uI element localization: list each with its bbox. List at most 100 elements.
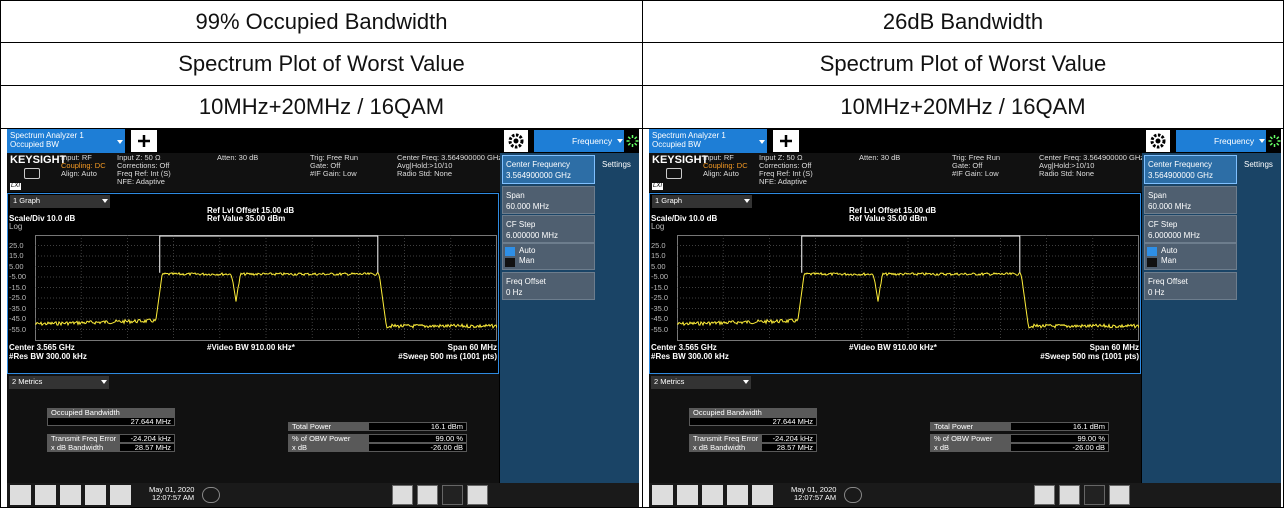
arrow [617, 139, 623, 143]
auto-indicator [505, 247, 515, 256]
toolbar-button[interactable] [417, 485, 438, 505]
metrics-selector[interactable]: 2 Metrics [651, 376, 751, 389]
toolbar-button[interactable] [60, 485, 81, 505]
graph-selector[interactable]: 1 Graph [652, 195, 752, 208]
metric-value: -24.204 kHz [119, 434, 175, 443]
settings-tab[interactable]: Settings [1239, 155, 1281, 177]
keyboard-button [844, 487, 862, 503]
dropdown-arrow [759, 140, 765, 144]
freq-offset-key[interactable]: Freq Offset 0 Hz [502, 272, 595, 300]
spectrum-trace [677, 271, 1139, 329]
menu-dropdown[interactable]: Frequency [1176, 130, 1266, 152]
date: May 01, 2020 [149, 485, 195, 494]
header-config: 10MHz+20MHz / 16QAM [642, 85, 1284, 129]
toolbar-button[interactable] [467, 485, 488, 505]
cf-step-key[interactable]: CF Step 6.000000 MHz [502, 215, 595, 243]
softkey-label: Freq Offset [506, 277, 546, 286]
keyboard-button [202, 487, 220, 503]
center-frequency-key[interactable]: Center Frequency 3.564900000 GHz [1144, 155, 1237, 184]
status-text: Corrections: Off [759, 161, 812, 170]
center-frequency-key[interactable]: Center Frequency 3.564900000 GHz [502, 155, 595, 184]
toolbar-button[interactable] [442, 485, 463, 505]
dropdown-arrow [117, 140, 123, 144]
auto-indicator [1147, 247, 1157, 256]
metrics-window: 2 Metrics Occupied Bandwidth 27.644 MHz Tra… [649, 374, 1141, 483]
span-key[interactable]: Span 60.000 MHz [502, 186, 595, 214]
toolbar-button[interactable] [85, 485, 106, 505]
ref-value: Ref Value 35.00 dBm [207, 214, 286, 223]
auto-man-toggle[interactable]: Auto Man [1144, 243, 1237, 270]
center-frequency: Center 3.565 GHz [651, 343, 717, 352]
y-axis-label: 15.0 [9, 251, 24, 260]
settings-button[interactable] [1146, 130, 1170, 152]
ref-offset: Ref Lvl Offset 15.00 dB [207, 206, 295, 215]
y-axis-label: -45.0 [9, 314, 27, 323]
video-bw: #Video BW 910.00 kHz* [207, 343, 295, 352]
metrics-window: 2 Metrics Occupied Bandwidth 27.644 MHz Tra… [7, 374, 499, 483]
metric-label: Total Power [930, 422, 1010, 431]
status-text: Input: RF [703, 153, 734, 162]
add-screen-button[interactable] [773, 130, 799, 152]
gear-icon [508, 133, 524, 149]
toolbar-button[interactable] [1109, 485, 1130, 505]
dropdown-arrow [101, 380, 107, 384]
metric-label: Occupied Bandwidth [47, 408, 175, 417]
man-label: Man [1161, 256, 1177, 265]
settings-button[interactable] [504, 130, 528, 152]
toolbar-button[interactable] [1084, 485, 1105, 505]
toolbar-button[interactable] [652, 485, 673, 505]
tab-line: Spectrum Analyzer 1 [652, 131, 726, 140]
metric-value: 99.00 % [1010, 434, 1109, 443]
metric-label: Total Power [288, 422, 368, 431]
obw-marker [159, 235, 379, 273]
auto-man-toggle[interactable]: Auto Man [502, 243, 595, 270]
status-text: Avg|Hold:>10/10 [397, 161, 453, 170]
metrics-selector[interactable]: 2 Metrics [9, 376, 109, 389]
cf-step-key[interactable]: CF Step 6.000000 MHz [1144, 215, 1237, 243]
toolbar-button[interactable] [392, 485, 413, 505]
status-text: Radio Std: None [397, 169, 453, 178]
log-label: Log [9, 222, 23, 231]
softkey-label: Freq Offset [1148, 277, 1188, 286]
graph-selector[interactable]: 1 Graph [10, 195, 110, 208]
metric-value: -24.204 kHz [761, 434, 817, 443]
toolbar-button[interactable] [727, 485, 748, 505]
gear-hub [1155, 138, 1161, 144]
brand: KEYSIGHT [10, 154, 67, 166]
toolbar-button[interactable] [702, 485, 723, 505]
toolbar-button[interactable] [110, 485, 131, 505]
scale-div: Scale/Div 10.0 dB [9, 214, 76, 223]
status-text: Radio Std: None [1039, 169, 1095, 178]
status-text: Freq Ref: Int (S) [759, 169, 813, 178]
arrow [117, 140, 123, 144]
freq-offset-key[interactable]: Freq Offset 0 Hz [1144, 272, 1237, 300]
date: May 01, 2020 [791, 485, 837, 494]
add-screen-button[interactable] [131, 130, 157, 152]
status-bar: KEYSIGHT LXI Input: RF Coupling: DC Align: A… [7, 153, 502, 192]
toolbar-button[interactable] [10, 485, 31, 505]
toolbar-button[interactable] [752, 485, 773, 505]
softkey-value: 6.000000 MHz [1148, 231, 1201, 240]
settings-tab[interactable]: Settings [597, 155, 639, 177]
y-axis-label: 5.00 [651, 261, 666, 271]
span-key[interactable]: Span 60.000 MHz [1144, 186, 1237, 214]
softkey-value: 60.000 MHz [1148, 202, 1192, 211]
toolbar-button[interactable] [35, 485, 56, 505]
status-text: Trig: Free Run [952, 153, 1001, 162]
spinner-ray [1276, 136, 1280, 140]
toolbar-button[interactable] [1059, 485, 1080, 505]
header-config: 10MHz+20MHz / 16QAM [0, 85, 643, 129]
status-text: Coupling: DC [703, 161, 748, 170]
y-axis-label: 25.0 [651, 240, 666, 250]
menu-dropdown[interactable]: Frequency [534, 130, 624, 152]
log-label: Log [651, 222, 665, 231]
brand: KEYSIGHT [652, 154, 709, 166]
y-axis-label: -5.00 [651, 272, 669, 281]
plus-icon [138, 135, 150, 147]
spinner-ray [1269, 136, 1273, 140]
toolbar-button[interactable] [1034, 485, 1055, 505]
toolbar-button[interactable] [677, 485, 698, 505]
metric-value: 16.1 dBm [1010, 422, 1109, 431]
plot-frame [677, 235, 1139, 341]
softkey-value: 0 Hz [506, 288, 523, 297]
